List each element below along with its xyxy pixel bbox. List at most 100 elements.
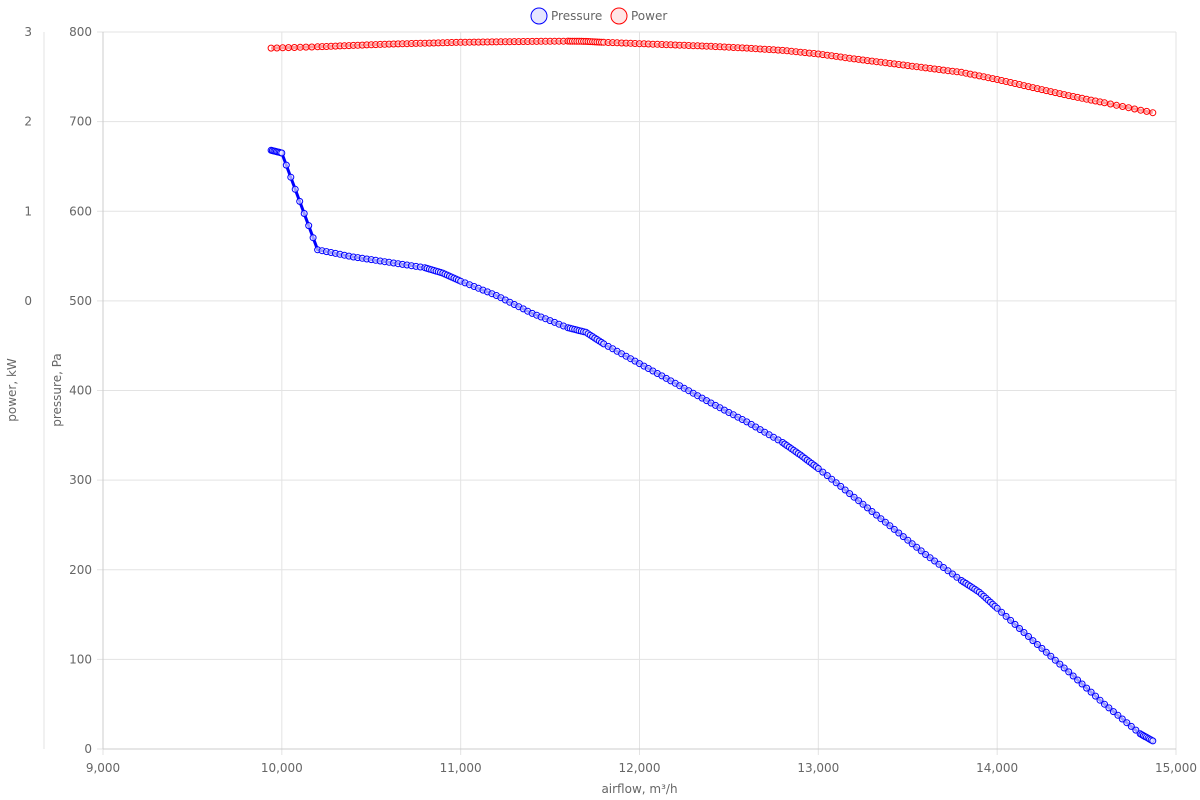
pressure-tick-label: 400 (69, 384, 92, 398)
data-point (881, 518, 889, 526)
data-point (1056, 660, 1064, 668)
data-point (290, 44, 298, 51)
data-point (890, 525, 898, 533)
x-tick-label: 9,000 (86, 761, 120, 775)
pressure-tick-label: 0 (84, 742, 92, 756)
data-point (302, 43, 310, 51)
data-point (1016, 625, 1023, 632)
data-point (1060, 664, 1068, 672)
data-point (279, 44, 287, 52)
pressure-line (270, 148, 1154, 743)
data-point (1132, 726, 1140, 734)
data-point (859, 500, 867, 508)
data-point (1011, 620, 1019, 628)
data-point (1007, 616, 1015, 624)
pressure-series (267, 146, 1157, 745)
x-tick-label: 12,000 (619, 761, 661, 775)
data-point (1127, 722, 1135, 730)
data-point (1029, 637, 1037, 645)
legend-label-power: Power (631, 9, 667, 23)
data-point (998, 608, 1006, 616)
data-point (1002, 612, 1010, 620)
data-point (864, 504, 871, 512)
pressure-axis-title: pressure, Pa (50, 353, 64, 427)
x-tick-label: 15,000 (1155, 761, 1197, 775)
data-point (1137, 106, 1145, 114)
x-tick-label: 13,000 (797, 761, 839, 775)
data-point (1065, 668, 1073, 676)
pressure-tick-label: 500 (69, 294, 92, 308)
data-point (993, 604, 1001, 612)
data-point (300, 210, 308, 217)
power-tick-label: 1 (24, 204, 32, 218)
data-point (291, 185, 299, 193)
data-point (899, 533, 907, 541)
data-point (1149, 737, 1157, 745)
data-point (1092, 692, 1099, 700)
data-point (868, 508, 876, 515)
data-point (1125, 104, 1133, 112)
power-tick-label: 0 (24, 294, 32, 308)
data-point (1074, 676, 1082, 684)
data-point (1149, 109, 1157, 117)
data-point (823, 472, 831, 480)
data-point (305, 222, 313, 230)
pressure-tick-label: 200 (69, 563, 92, 577)
power-tick-label: 2 (24, 115, 32, 129)
data-point (1143, 107, 1151, 115)
data-point (1119, 103, 1127, 110)
data-point (282, 161, 290, 169)
data-point (1051, 656, 1059, 664)
power-tick-label: 3 (24, 25, 32, 39)
data-point (1096, 696, 1104, 704)
data-point (308, 43, 316, 51)
data-point (1038, 644, 1046, 652)
x-tick-label: 14,000 (976, 761, 1018, 775)
data-point (296, 197, 304, 205)
data-point (1109, 708, 1117, 716)
data-point (296, 43, 304, 51)
pressure-tick-label: 800 (69, 25, 92, 39)
data-point (904, 536, 912, 544)
data-point (1105, 704, 1113, 712)
data-point (1118, 715, 1126, 723)
data-point (1101, 99, 1108, 107)
data-point (1083, 684, 1091, 692)
x-tick-label: 11,000 (440, 761, 482, 775)
legend-swatch-power (610, 7, 628, 25)
data-point (1087, 688, 1095, 696)
x-axis-title: airflow, m³/h (601, 782, 677, 796)
power-axis-title: power, kW (5, 358, 19, 422)
data-point (828, 475, 836, 483)
data-point (1078, 680, 1086, 688)
data-point (886, 522, 894, 530)
data-point (1123, 719, 1131, 727)
pressure-tick-label: 300 (69, 473, 92, 487)
data-point (832, 479, 840, 487)
legend-swatch-pressure (530, 7, 548, 25)
data-point (819, 468, 827, 476)
legend-label-pressure: Pressure (551, 9, 602, 23)
data-point (1033, 641, 1041, 648)
data-point (908, 540, 916, 548)
pressure-tick-label: 600 (69, 204, 92, 218)
data-point (913, 543, 921, 551)
data-point (855, 497, 863, 505)
power-line (271, 39, 1154, 115)
data-point (1114, 711, 1122, 719)
data-point (1113, 101, 1120, 109)
data-point (917, 547, 925, 555)
data-point (287, 173, 295, 181)
data-point (850, 493, 858, 501)
pressure-tick-label: 700 (69, 115, 92, 129)
data-point (1047, 652, 1055, 660)
data-point (895, 529, 903, 537)
data-point (846, 490, 854, 498)
data-point (873, 511, 880, 519)
data-point (1069, 672, 1077, 680)
data-point (1020, 629, 1028, 636)
data-point (285, 44, 292, 52)
data-point (1101, 700, 1108, 708)
grid-lines (97, 31, 1177, 755)
